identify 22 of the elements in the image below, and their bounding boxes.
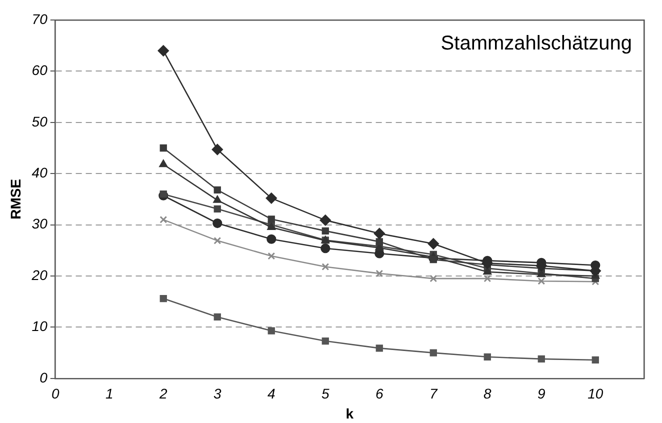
y-tick-label: 60	[32, 62, 48, 78]
x-tick-label: 8	[483, 386, 492, 402]
y-tick-label: 40	[32, 164, 48, 180]
y-tick-label: 70	[32, 10, 48, 27]
x-axis-title: k	[346, 405, 354, 422]
y-tick-label: 0	[40, 369, 48, 386]
text: Stammzahlschätzung	[440, 32, 632, 55]
y-tick-label: 30	[32, 216, 48, 232]
x-tick-label: 9	[537, 386, 546, 402]
x-tick-label: 3	[213, 386, 222, 402]
x-tick-label: 6	[375, 386, 384, 402]
y-axis-title: RMSE	[7, 178, 24, 220]
x-tick-label: 0	[51, 386, 60, 402]
y-tick-label: 50	[32, 113, 48, 130]
x-tick-label: 1	[105, 386, 114, 402]
x-tick-label: 4	[267, 386, 276, 402]
x-tick-label: 2	[158, 386, 168, 402]
y-tick-label: 10	[32, 318, 48, 334]
y-tick-label: 20	[30, 266, 48, 283]
x-tick-label: 5	[321, 386, 330, 402]
x-tick-label: 10	[588, 386, 604, 402]
x-tick-label: 7	[429, 386, 438, 402]
